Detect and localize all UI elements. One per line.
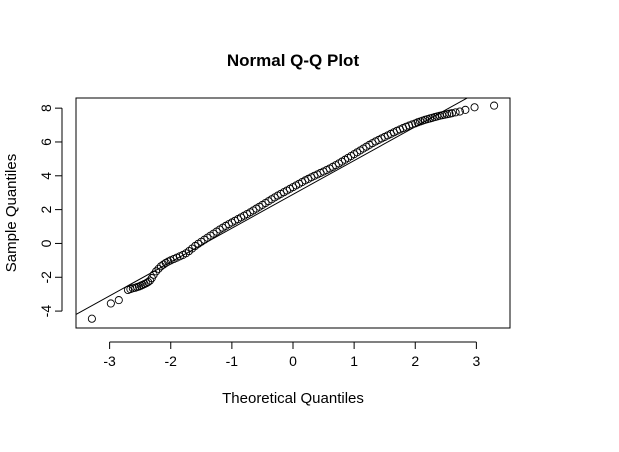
y-tick-label: 6 [38, 138, 54, 146]
data-point [145, 276, 155, 285]
data-point [154, 264, 163, 273]
y-tick-label: 4 [38, 172, 54, 180]
data-point [447, 109, 456, 118]
x-axis: -3 -2 -1 0 1 2 3 [103, 341, 480, 369]
y-axis-label: Sample Quantiles [3, 154, 20, 272]
data-point [455, 107, 464, 116]
chart-title: Normal Q-Q Plot [227, 51, 360, 70]
points-layer [87, 101, 499, 323]
x-tick-label: 0 [289, 353, 297, 369]
data-point [87, 314, 96, 323]
y-tick-label: 0 [38, 239, 54, 247]
y-tick-label: -2 [38, 271, 54, 284]
x-tick-label: -3 [103, 353, 116, 369]
reference-line-layer [76, 98, 469, 315]
data-point [114, 296, 123, 305]
x-tick-label: 1 [350, 353, 358, 369]
x-tick-label: -2 [165, 353, 178, 369]
data-point [161, 258, 170, 267]
data-point [152, 267, 161, 276]
reference-line [76, 98, 469, 315]
data-point [106, 299, 115, 308]
x-tick-label: 3 [472, 353, 480, 369]
plot-frame [75, 97, 511, 329]
y-tick-label: -4 [38, 305, 54, 318]
data-point [461, 105, 470, 114]
data-point [134, 282, 144, 291]
y-tick-label: 8 [38, 104, 54, 112]
x-tick-label: 2 [411, 353, 419, 369]
x-tick-label: -1 [226, 353, 239, 369]
x-axis-label: Theoretical Quantiles [222, 390, 364, 407]
data-point [490, 101, 499, 110]
data-point [451, 108, 460, 117]
data-point [470, 103, 479, 112]
y-tick-label: 2 [38, 206, 54, 214]
y-axis: -4 -2 0 2 4 6 8 [38, 104, 63, 318]
